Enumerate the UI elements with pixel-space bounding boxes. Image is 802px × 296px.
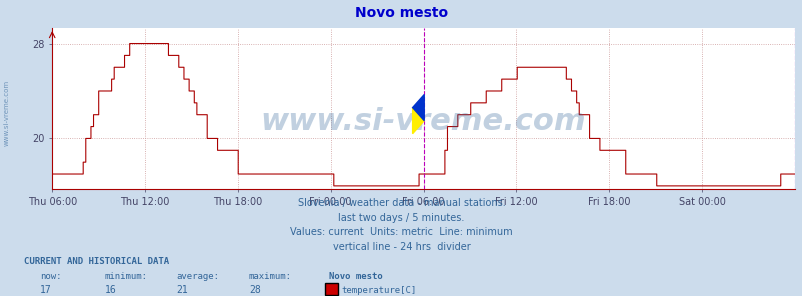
Text: maximum:: maximum: <box>249 272 292 281</box>
Text: 17: 17 <box>40 285 52 295</box>
Text: CURRENT AND HISTORICAL DATA: CURRENT AND HISTORICAL DATA <box>24 258 169 266</box>
Text: 16: 16 <box>104 285 116 295</box>
Polygon shape <box>412 94 423 121</box>
Text: minimum:: minimum: <box>104 272 148 281</box>
Text: 21: 21 <box>176 285 188 295</box>
Text: www.si-vreme.com: www.si-vreme.com <box>261 107 585 136</box>
Text: Values: current  Units: metric  Line: minimum: Values: current Units: metric Line: mini… <box>290 227 512 237</box>
Text: 28: 28 <box>249 285 261 295</box>
Text: Novo mesto: Novo mesto <box>354 6 448 20</box>
Polygon shape <box>412 107 423 134</box>
Text: temperature[C]: temperature[C] <box>341 286 416 295</box>
Text: now:: now: <box>40 272 62 281</box>
Text: average:: average: <box>176 272 220 281</box>
Text: vertical line - 24 hrs  divider: vertical line - 24 hrs divider <box>332 242 470 252</box>
Text: last two days / 5 minutes.: last two days / 5 minutes. <box>338 213 464 223</box>
Text: Slovenia / weather data - manual stations.: Slovenia / weather data - manual station… <box>298 198 504 208</box>
Text: Novo mesto: Novo mesto <box>329 272 383 281</box>
Text: www.si-vreme.com: www.si-vreme.com <box>3 79 10 146</box>
